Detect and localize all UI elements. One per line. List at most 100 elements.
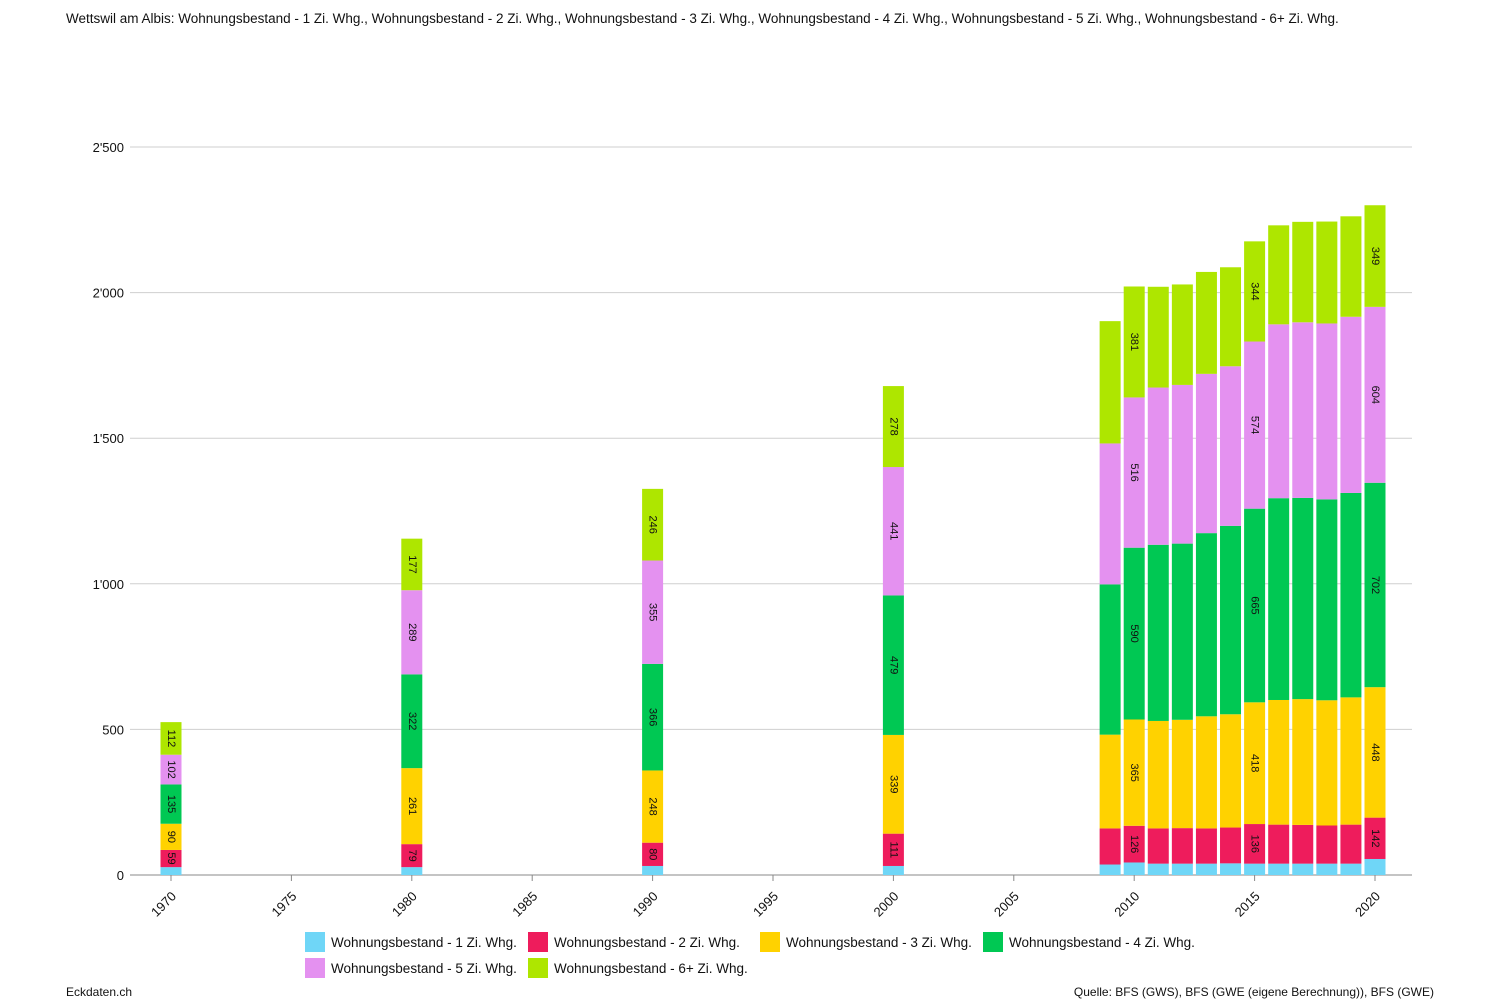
- data-label: 102: [165, 760, 177, 778]
- legend-swatch: [760, 932, 780, 952]
- bar-segment: [160, 784, 182, 824]
- bar-segment: [1171, 384, 1193, 544]
- x-axis: 1970 1975 1980 1985 1990 1995 2000 2005 2010 2015…: [148, 875, 1383, 920]
- y-tick-label: 500: [102, 722, 124, 737]
- y-tick-label: 1'500: [93, 431, 124, 446]
- legend-item: Wohnungsbestand - 6+ Zi. Whg.: [528, 957, 748, 979]
- bar-segment: [1292, 322, 1314, 498]
- bar-segment: [1220, 525, 1242, 715]
- bar-segment: [1292, 221, 1314, 323]
- bar-segment: [1220, 827, 1242, 864]
- y-axis-tick-labels: 0 500 1'000 1'500 2'000 2'500: [93, 140, 124, 883]
- bar-segment: [1099, 584, 1121, 735]
- bar-segment: [1195, 828, 1217, 864]
- legend-swatch: [528, 958, 548, 978]
- x-tick-label: 1990: [630, 889, 661, 920]
- bar-segment: [1171, 284, 1193, 385]
- bar-segment: [1268, 824, 1290, 864]
- data-label: 261: [406, 797, 418, 815]
- bar-segment: [882, 865, 904, 875]
- bar-segment: [1195, 373, 1217, 534]
- y-tick-label: 0: [117, 868, 124, 883]
- bar-segment: [1195, 271, 1217, 374]
- legend-item: Wohnungsbestand - 5 Zi. Whg.: [305, 957, 517, 979]
- bar-segment: [1123, 719, 1145, 826]
- bar-segment: [1268, 324, 1290, 499]
- bar-segment: [1340, 697, 1362, 825]
- bar-stack-2018: [1316, 221, 1338, 875]
- y-tick-label: 1'000: [93, 577, 124, 592]
- data-label: 366: [647, 708, 659, 726]
- x-tick-label: 1970: [148, 889, 179, 920]
- data-label: 142: [1369, 829, 1381, 847]
- bar-segment: [1364, 482, 1386, 688]
- bar-segment: [401, 844, 423, 868]
- legend-label: Wohnungsbestand - 3 Zi. Whg.: [786, 934, 972, 950]
- bar-segment: [1147, 828, 1169, 864]
- data-label: 177: [406, 555, 418, 573]
- bar-segment: [882, 833, 904, 866]
- bar-segment: [1171, 828, 1193, 864]
- bar-segment: [1147, 863, 1169, 875]
- bar-segment: [401, 674, 423, 769]
- data-label: 702: [1369, 576, 1381, 594]
- bar-segment: [1099, 734, 1121, 829]
- x-tick-label: 2015: [1232, 889, 1263, 920]
- bar-stack-2017: [1292, 221, 1314, 875]
- bar-segment: [1340, 863, 1362, 875]
- legend-item: Wohnungsbestand - 1 Zi. Whg.: [305, 931, 517, 953]
- bar-stack-2016: [1268, 225, 1290, 875]
- bar-segment: [1147, 720, 1169, 829]
- bar-segment: [1244, 824, 1266, 864]
- bar-segment: [1220, 714, 1242, 828]
- bar-segment: [1244, 241, 1266, 342]
- bar-segment: [1364, 306, 1386, 483]
- legend-item: Wohnungsbestand - 4 Zi. Whg.: [983, 931, 1195, 953]
- bar-segment: [882, 467, 904, 596]
- bar-segment: [1244, 702, 1266, 825]
- bar-segment: [1340, 216, 1362, 317]
- y-tick-label: 2'000: [93, 286, 124, 301]
- bar-segment: [1244, 341, 1266, 509]
- bar-stack-1980: 79 261 322 289 177: [401, 538, 423, 875]
- bar-segment: [1244, 863, 1266, 875]
- legend-label: Wohnungsbestand - 4 Zi. Whg.: [1009, 934, 1195, 950]
- x-tick-label: 2005: [991, 889, 1022, 920]
- x-tick-label: 1980: [389, 889, 420, 920]
- bar-stacks: 59 90 135 102 112 79 261 322 289 177 80 248 366 355 24…: [160, 205, 1386, 875]
- legend-item: Wohnungsbestand - 3 Zi. Whg.: [760, 931, 972, 953]
- data-label: 289: [406, 623, 418, 641]
- data-label: 135: [165, 795, 177, 813]
- x-tick-label: 2020: [1352, 889, 1383, 920]
- bar-segment: [642, 842, 664, 866]
- data-label: 246: [647, 516, 659, 534]
- bar-segment: [882, 595, 904, 735]
- bar-segment: [1147, 286, 1169, 388]
- data-label: 344: [1249, 282, 1261, 300]
- bar-segment: [160, 823, 182, 850]
- legend-label: Wohnungsbestand - 1 Zi. Whg.: [331, 934, 517, 950]
- bar-segment: [1268, 498, 1290, 700]
- bar-segment: [160, 867, 182, 875]
- bar-segment: [1316, 499, 1338, 701]
- data-label: 418: [1249, 754, 1261, 772]
- bar-segment: [1220, 267, 1242, 367]
- bar-stack-2020: 142 448 702 604 349: [1364, 205, 1386, 875]
- legend-swatch: [983, 932, 1003, 952]
- data-label: 111: [887, 841, 899, 858]
- bar-segment: [1099, 828, 1121, 865]
- bar-segment: [1316, 323, 1338, 500]
- data-label: 80: [647, 848, 659, 860]
- bar-segment: [1099, 443, 1121, 585]
- bar-segment: [882, 386, 904, 468]
- legend-label: Wohnungsbestand - 2 Zi. Whg.: [554, 934, 740, 950]
- bar-segment: [401, 590, 423, 675]
- bar-segment: [1364, 817, 1386, 859]
- bar-segment: [1268, 699, 1290, 825]
- gridlines: [130, 146, 1412, 876]
- bar-stack-2011: [1147, 286, 1169, 875]
- footer-brand: Eckdaten.ch: [66, 985, 133, 999]
- bar-segment: [1147, 544, 1169, 721]
- bar-segment: [1316, 221, 1338, 324]
